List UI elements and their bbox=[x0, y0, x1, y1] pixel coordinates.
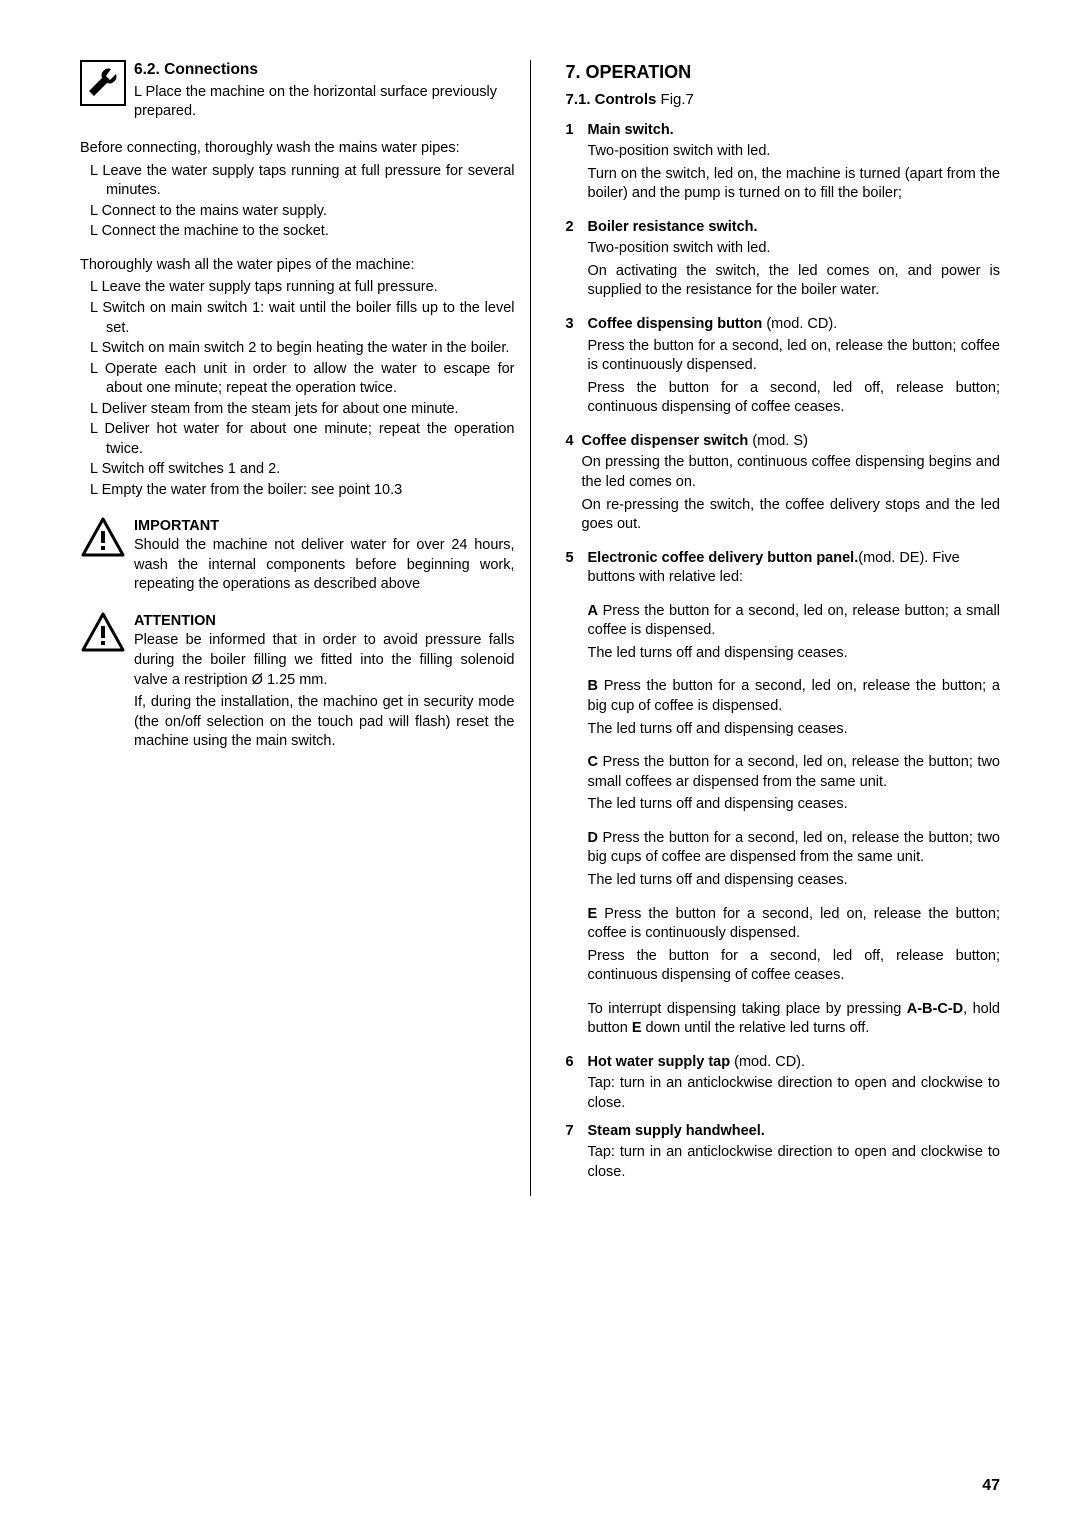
panel-C-text: Press the button for a second, led on, r… bbox=[588, 754, 1001, 790]
panel-D: D Press the button for a second, led on,… bbox=[588, 829, 1001, 868]
panel-C-text2: The led turns off and dispensing ceases. bbox=[588, 795, 1001, 815]
interrupt-part: down until the relative led turns off. bbox=[642, 1020, 870, 1036]
item-text: Press the button for a second, led off, … bbox=[588, 379, 1001, 418]
attention-p1: Please be informed that in order to avoi… bbox=[134, 631, 515, 690]
thorough-list: Leave the water supply taps running at f… bbox=[80, 278, 515, 500]
warning-icon bbox=[80, 517, 126, 557]
warning-icon bbox=[80, 612, 126, 652]
interrupt-bold: E bbox=[632, 1020, 642, 1036]
attention-p2: If, during the installation, the machino… bbox=[134, 693, 515, 752]
before-connect-text: Before connecting, thoroughly wash the m… bbox=[80, 139, 515, 159]
item-text: On activating the switch, the led comes … bbox=[588, 262, 1001, 301]
list-item: Deliver hot water for about one minute; … bbox=[90, 420, 515, 459]
panel-A-text: Press the button for a second, led on, r… bbox=[588, 603, 1001, 639]
control-item-1: 1 Main switch. Two-position switch with … bbox=[566, 121, 1001, 204]
item-number: 6 bbox=[566, 1053, 588, 1073]
list-item: Connect to the mains water supply. bbox=[90, 202, 515, 222]
panel-E-text2: Press the button for a second, led off, … bbox=[588, 947, 1001, 986]
letter-D: D bbox=[588, 830, 598, 846]
item-title: Main switch. bbox=[588, 122, 674, 138]
attention-title: ATTENTION bbox=[134, 612, 515, 632]
panel-B-text: Press the button for a second, led on, r… bbox=[588, 678, 1001, 714]
item-title: Boiler resistance switch. bbox=[588, 219, 758, 235]
item-title: Coffee dispenser switch bbox=[582, 433, 749, 449]
list-item: Empty the water from the boiler: see poi… bbox=[90, 481, 515, 501]
list-item: Switch off switches 1 and 2. bbox=[90, 460, 515, 480]
panel-E-text: Press the button for a second, led on, r… bbox=[588, 906, 1001, 942]
item-text: On pressing the button, continuous coffe… bbox=[582, 453, 1001, 492]
panel-C: C Press the button for a second, led on,… bbox=[588, 753, 1001, 792]
panel-B-text2: The led turns off and dispensing ceases. bbox=[588, 720, 1001, 740]
control-item-4: 4 Coffee dispenser switch (mod. S) On pr… bbox=[566, 432, 1001, 535]
before-connect-list: Leave the water supply taps running at f… bbox=[80, 162, 515, 242]
item-title: Electronic coffee delivery button panel. bbox=[588, 550, 859, 566]
list-item: Switch on main switch 1: wait until the … bbox=[90, 299, 515, 338]
list-item: Connect the machine to the socket. bbox=[90, 222, 515, 242]
list-item: Operate each unit in order to allow the … bbox=[90, 360, 515, 399]
control-item-7: 7 Steam supply handwheel. Tap: turn in a… bbox=[566, 1122, 1001, 1183]
control-item-6: 6 Hot water supply tap (mod. CD). Tap: t… bbox=[566, 1053, 1001, 1114]
item-text: Tap: turn in an anticlockwise direction … bbox=[588, 1074, 1001, 1113]
item-text: Two-position switch with led. bbox=[588, 142, 1001, 162]
item-number: 4 bbox=[566, 432, 582, 452]
letter-C: C bbox=[588, 754, 598, 770]
thorough-text: Thoroughly wash all the water pipes of t… bbox=[80, 256, 515, 276]
panel-D-text2: The led turns off and dispensing ceases. bbox=[588, 871, 1001, 891]
item-number: 1 bbox=[566, 121, 588, 141]
attention-block: ATTENTION Please be informed that in ord… bbox=[80, 612, 515, 755]
item-title: Coffee dispensing button bbox=[588, 316, 763, 332]
list-item: Leave the water supply taps running at f… bbox=[90, 162, 515, 201]
item-text: On re-pressing the switch, the coffee de… bbox=[582, 496, 1001, 535]
control-item-3: 3 Coffee dispensing button (mod. CD). Pr… bbox=[566, 315, 1001, 418]
right-column: 7. OPERATION 7.1. Controls Fig.7 1 Main … bbox=[561, 60, 1001, 1196]
list-item: Deliver steam from the steam jets for ab… bbox=[90, 400, 515, 420]
section-6-2-title: 6.2. Connections bbox=[134, 60, 515, 81]
letter-B: B bbox=[588, 678, 598, 694]
important-body: Should the machine not deliver water for… bbox=[134, 536, 515, 595]
item-suffix: (mod. CD). bbox=[730, 1054, 805, 1070]
section-6-2: 6.2. Connections L Place the machine on … bbox=[80, 60, 515, 125]
item-title: Hot water supply tap bbox=[588, 1054, 731, 1070]
item-text: Two-position switch with led. bbox=[588, 239, 1001, 259]
panel-A-text2: The led turns off and dispensing ceases. bbox=[588, 644, 1001, 664]
panel-E: E Press the button for a second, led on,… bbox=[588, 905, 1001, 944]
interrupt-bold: A-B-C-D bbox=[907, 1001, 963, 1017]
section-7-1-title: 7.1. Controls Fig.7 bbox=[566, 90, 1001, 110]
letter-A: A bbox=[588, 603, 598, 619]
item-suffix: (mod. CD). bbox=[762, 316, 837, 332]
interrupt-part: To interrupt dispensing taking place by … bbox=[588, 1001, 907, 1017]
section-7-1-title-bold: 7.1. Controls bbox=[566, 91, 657, 108]
letter-E: E bbox=[588, 906, 598, 922]
page-number: 47 bbox=[982, 1475, 1000, 1497]
panel-A: A Press the button for a second, led on,… bbox=[588, 602, 1001, 641]
wrench-icon bbox=[80, 60, 126, 106]
item-text: Tap: turn in an anticlockwise direction … bbox=[588, 1143, 1001, 1182]
important-block: IMPORTANT Should the machine not deliver… bbox=[80, 517, 515, 598]
item-text: Press the button for a second, led on, r… bbox=[588, 337, 1001, 376]
list-item: Leave the water supply taps running at f… bbox=[90, 278, 515, 298]
panel-B: B Press the button for a second, led on,… bbox=[588, 677, 1001, 716]
item-number: 7 bbox=[566, 1122, 588, 1142]
important-title: IMPORTANT bbox=[134, 517, 515, 537]
left-column: 6.2. Connections L Place the machine on … bbox=[80, 60, 531, 1196]
section-6-2-intro: L Place the machine on the horizontal su… bbox=[134, 83, 515, 122]
panel-D-text: Press the button for a second, led on, r… bbox=[588, 830, 1001, 866]
control-item-5: 5 Electronic coffee delivery button pane… bbox=[566, 549, 1001, 1039]
item-number: 5 bbox=[566, 549, 588, 588]
interrupt-text: To interrupt dispensing taking place by … bbox=[588, 1000, 1001, 1039]
item-suffix: (mod. S) bbox=[748, 433, 808, 449]
page-columns: 6.2. Connections L Place the machine on … bbox=[80, 60, 1000, 1196]
section-7-title: 7. OPERATION bbox=[566, 60, 1001, 84]
item-number: 2 bbox=[566, 218, 588, 238]
item-number: 3 bbox=[566, 315, 588, 335]
control-item-2: 2 Boiler resistance switch. Two-position… bbox=[566, 218, 1001, 301]
section-7-1-fig: Fig.7 bbox=[656, 91, 694, 108]
item-title: Steam supply handwheel. bbox=[588, 1123, 765, 1139]
list-item: Switch on main switch 2 to begin heating… bbox=[90, 339, 515, 359]
item-text: Turn on the switch, led on, the machine … bbox=[588, 165, 1001, 204]
